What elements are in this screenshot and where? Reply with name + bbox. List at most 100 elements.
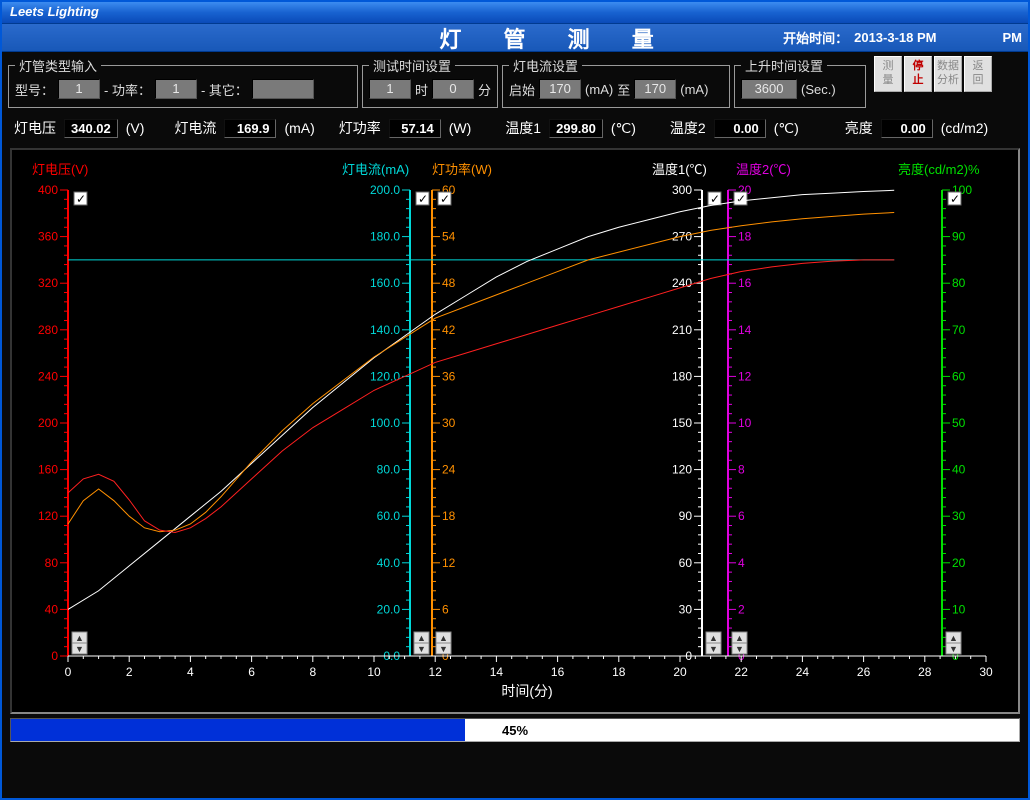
svg-text:160.0: 160.0 <box>370 276 400 290</box>
temp2-unit: (℃) <box>774 120 799 137</box>
svg-text:30: 30 <box>442 416 456 430</box>
group-type-legend: 灯管类型输入 <box>15 56 101 75</box>
svg-text:360: 360 <box>38 230 58 244</box>
svg-text:54: 54 <box>442 230 456 244</box>
svg-text:✓: ✓ <box>736 192 746 206</box>
end-curr-unit: (mA) <box>680 82 708 97</box>
temp2-value: 0.00 <box>714 119 766 138</box>
svg-text:20: 20 <box>673 665 687 679</box>
svg-text:0: 0 <box>51 649 58 663</box>
svg-text:灯功率(W): 灯功率(W) <box>432 162 492 177</box>
temp2-label: 温度2 <box>670 118 706 138</box>
end-curr-input[interactable]: 170 <box>634 79 676 99</box>
other-input[interactable] <box>252 79 314 99</box>
svg-text:▼: ▼ <box>735 644 744 654</box>
start-curr-input[interactable]: 170 <box>539 79 581 99</box>
analysis-button[interactable]: 数据分析 <box>934 56 962 92</box>
svg-text:80: 80 <box>952 276 966 290</box>
svg-text:120: 120 <box>38 509 58 523</box>
svg-text:▲: ▲ <box>439 633 448 643</box>
chart-svg: 灯电压(V)灯电流(mA)灯功率(W)温度1(℃)温度2(℃)亮度(cd/m2)… <box>12 150 1018 712</box>
svg-text:8: 8 <box>738 463 745 477</box>
svg-text:温度1(℃): 温度1(℃) <box>652 162 707 177</box>
svg-text:灯电流(mA): 灯电流(mA) <box>342 162 409 177</box>
svg-text:20.0: 20.0 <box>377 602 401 616</box>
to-label: 至 <box>617 80 630 99</box>
svg-text:▼: ▼ <box>439 644 448 654</box>
svg-text:30: 30 <box>979 665 993 679</box>
svg-text:4: 4 <box>738 556 745 570</box>
group-rise-legend: 上升时间设置 <box>741 56 827 75</box>
svg-text:▼: ▼ <box>709 644 718 654</box>
readings-row: 灯电压 340.02 (V) 灯电流 169.9 (mA) 灯功率 57.14 … <box>2 114 1028 146</box>
svg-text:100.0: 100.0 <box>370 416 400 430</box>
header-bar: 灯 管 测 量 开始时间： 2013-3-18 PM PM <box>2 24 1028 52</box>
rise-input[interactable]: 3600 <box>741 79 797 99</box>
svg-text:18: 18 <box>612 665 626 679</box>
svg-text:✓: ✓ <box>950 192 960 206</box>
svg-text:400: 400 <box>38 183 58 197</box>
svg-text:2: 2 <box>126 665 133 679</box>
rise-unit: (Sec.) <box>801 82 836 97</box>
svg-text:16: 16 <box>738 276 752 290</box>
temp1-label: 温度1 <box>505 118 541 138</box>
svg-text:90: 90 <box>679 509 693 523</box>
progress-bar: 45% <box>10 718 1020 742</box>
svg-text:10: 10 <box>367 665 381 679</box>
svg-text:10: 10 <box>952 602 966 616</box>
svg-text:4: 4 <box>187 665 194 679</box>
svg-text:18: 18 <box>738 230 752 244</box>
svg-text:▼: ▼ <box>949 644 958 654</box>
current-label: 灯电流 <box>174 118 216 138</box>
svg-text:50: 50 <box>952 416 966 430</box>
svg-text:时间(分): 时间(分) <box>501 683 552 699</box>
settings-row: 灯管类型输入 型号： 1 - 功率： 1 - 其它： 测试时间设置 1 时 0 … <box>2 52 1028 114</box>
chart-container: 灯电压(V)灯电流(mA)灯功率(W)温度1(℃)温度2(℃)亮度(cd/m2)… <box>10 148 1020 714</box>
model-input[interactable]: 1 <box>58 79 100 99</box>
svg-text:42: 42 <box>442 323 456 337</box>
svg-text:灯电压(V): 灯电压(V) <box>32 162 88 177</box>
svg-text:300: 300 <box>672 183 692 197</box>
svg-text:14: 14 <box>738 323 752 337</box>
svg-text:▼: ▼ <box>417 644 426 654</box>
start-time-value: 2013-3-18 PM <box>854 30 936 45</box>
svg-text:30: 30 <box>679 602 693 616</box>
hours-input[interactable]: 1 <box>369 79 411 99</box>
svg-text:16: 16 <box>551 665 565 679</box>
back-button[interactable]: 返回 <box>964 56 992 92</box>
svg-text:▲: ▲ <box>709 633 718 643</box>
power-label: - 功率： <box>104 80 151 99</box>
action-buttons: 测量 停止 数据分析 返回 <box>874 56 992 108</box>
svg-text:80.0: 80.0 <box>377 463 401 477</box>
svg-text:48: 48 <box>442 276 456 290</box>
svg-text:90: 90 <box>952 230 966 244</box>
measure-button[interactable]: 测量 <box>874 56 902 92</box>
svg-text:160: 160 <box>38 463 58 477</box>
svg-text:320: 320 <box>38 276 58 290</box>
start-time-label: 开始时间： <box>783 28 848 47</box>
hours-label: 时 <box>415 80 428 99</box>
svg-text:▼: ▼ <box>75 644 84 654</box>
start-time: 开始时间： 2013-3-18 PM PM <box>783 28 1022 47</box>
power-input[interactable]: 1 <box>155 79 197 99</box>
model-label: 型号： <box>15 80 54 99</box>
svg-text:40.0: 40.0 <box>377 556 401 570</box>
svg-text:10: 10 <box>738 416 752 430</box>
svg-text:26: 26 <box>857 665 871 679</box>
bright-label: 亮度 <box>845 118 873 138</box>
svg-text:200: 200 <box>38 416 58 430</box>
minutes-input[interactable]: 0 <box>432 79 474 99</box>
svg-text:▲: ▲ <box>949 633 958 643</box>
svg-text:▲: ▲ <box>75 633 84 643</box>
svg-text:180.0: 180.0 <box>370 230 400 244</box>
svg-text:✓: ✓ <box>440 192 450 206</box>
svg-text:18: 18 <box>442 509 456 523</box>
svg-text:0: 0 <box>65 665 72 679</box>
svg-text:6: 6 <box>442 602 449 616</box>
svg-text:6: 6 <box>738 509 745 523</box>
stop-button[interactable]: 停止 <box>904 56 932 92</box>
svg-text:▲: ▲ <box>417 633 426 643</box>
start-curr-unit: (mA) <box>585 82 613 97</box>
svg-text:120: 120 <box>672 463 692 477</box>
svg-text:12: 12 <box>442 556 456 570</box>
